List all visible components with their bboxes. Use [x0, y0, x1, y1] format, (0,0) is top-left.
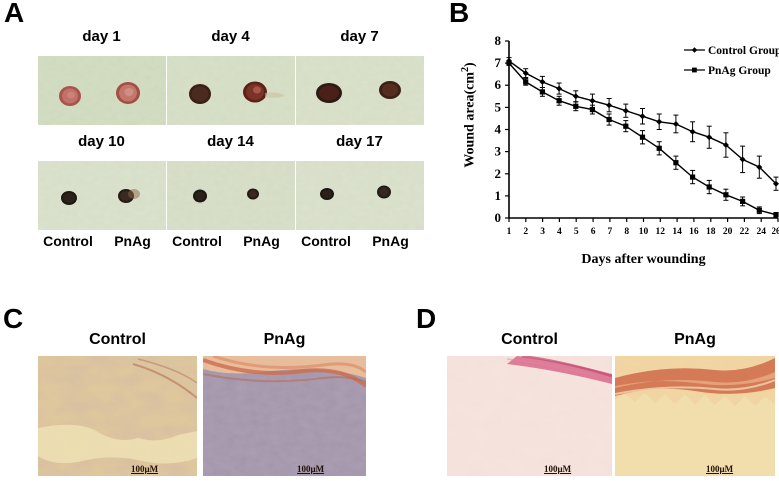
svg-text:1: 1 [507, 227, 512, 237]
svg-text:4: 4 [495, 122, 502, 137]
svg-text:16: 16 [689, 227, 699, 237]
svg-text:4: 4 [557, 227, 562, 237]
svg-text:3: 3 [495, 144, 502, 159]
svg-text:1: 1 [495, 188, 502, 203]
svg-text:6: 6 [495, 77, 502, 92]
svg-text:10: 10 [639, 227, 649, 237]
svg-text:2: 2 [495, 166, 502, 181]
svg-text:6: 6 [591, 227, 596, 237]
svg-text:2: 2 [523, 227, 528, 237]
svg-text:12: 12 [656, 227, 666, 237]
svg-text:14: 14 [672, 227, 682, 237]
svg-text:26: 26 [772, 226, 779, 236]
svg-text:7: 7 [608, 227, 613, 237]
svg-text:22: 22 [740, 227, 750, 237]
svg-text:5: 5 [495, 99, 502, 114]
svg-text:3: 3 [540, 227, 545, 237]
svg-text:Control Group: Control Group [708, 45, 779, 57]
svg-text:20: 20 [723, 227, 733, 237]
svg-text:PnAg Group: PnAg Group [708, 65, 771, 77]
svg-text:8: 8 [624, 227, 629, 237]
svg-text:7: 7 [495, 55, 502, 70]
svg-text:5: 5 [574, 227, 579, 237]
svg-text:18: 18 [706, 227, 716, 237]
svg-text:8: 8 [495, 33, 502, 48]
svg-text:0: 0 [495, 210, 502, 225]
svg-text:24: 24 [756, 227, 766, 237]
